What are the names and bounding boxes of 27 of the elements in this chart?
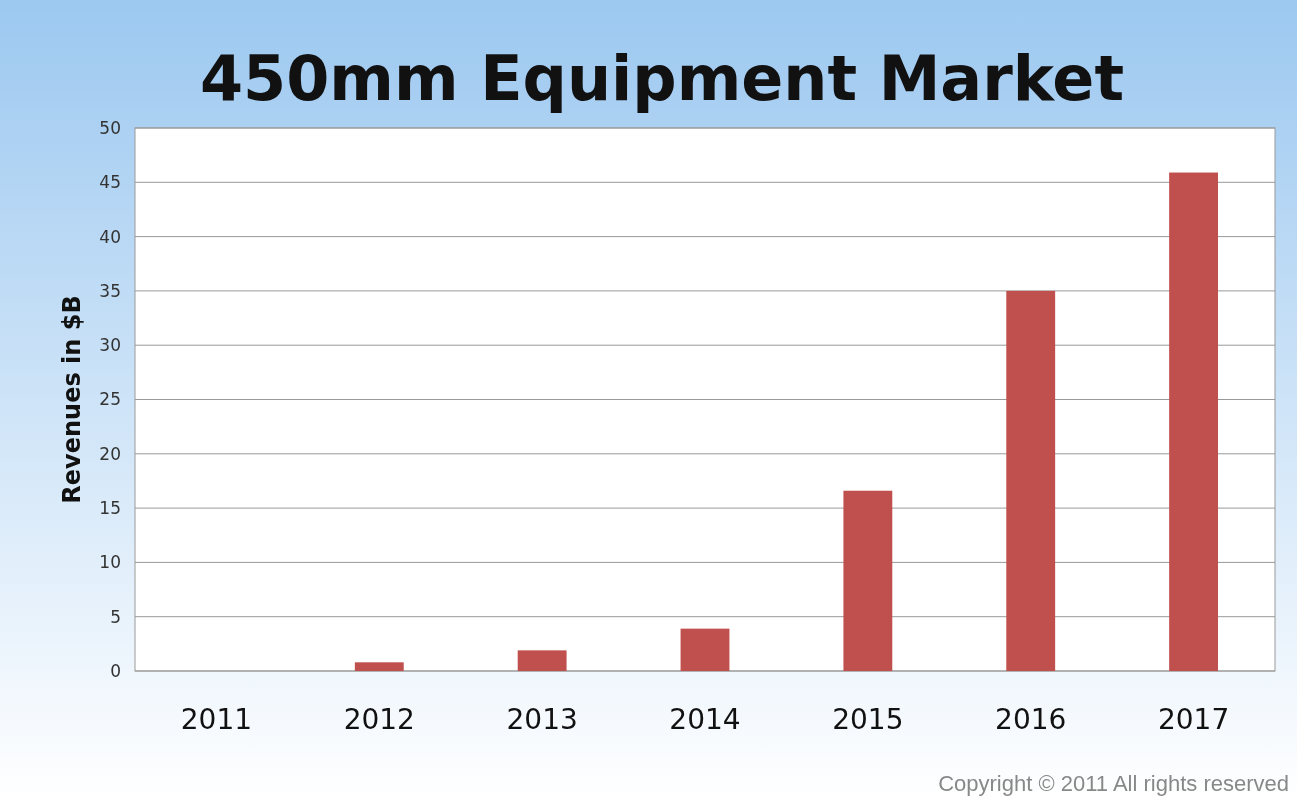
y-tick-label: 40 xyxy=(99,226,121,247)
bar xyxy=(1006,290,1056,671)
bar xyxy=(354,662,404,671)
y-tick-label: 20 xyxy=(99,443,121,464)
y-tick-label: 25 xyxy=(99,389,121,410)
y-tick-label: 0 xyxy=(110,660,121,681)
y-tick-label: 15 xyxy=(99,498,121,519)
bar xyxy=(1169,172,1218,671)
y-tick-label: 5 xyxy=(110,606,121,627)
x-tick-label: 2016 xyxy=(995,703,1067,736)
y-axis-title: Revenues in $B xyxy=(58,295,86,504)
y-tick-label: 50 xyxy=(99,117,121,138)
bar xyxy=(517,650,567,671)
bar xyxy=(843,490,893,671)
bar xyxy=(680,628,730,671)
x-tick-label: 2017 xyxy=(1157,703,1230,736)
text: Copyright © 2011 All rights reserved xyxy=(938,771,1289,796)
x-tick-label: 2013 xyxy=(506,703,578,736)
x-tick-label: 2014 xyxy=(669,703,741,736)
x-tick-label: 2011 xyxy=(180,703,253,736)
y-tick-label: 10 xyxy=(99,552,121,573)
chart-title: 450mm Equipment Market xyxy=(199,42,1125,115)
x-tick-label: 2012 xyxy=(343,703,415,736)
y-tick-label: 35 xyxy=(99,280,121,301)
y-tick-label: 45 xyxy=(99,172,121,193)
y-tick-label: 30 xyxy=(99,335,121,356)
x-tick-label: 2015 xyxy=(832,703,904,736)
